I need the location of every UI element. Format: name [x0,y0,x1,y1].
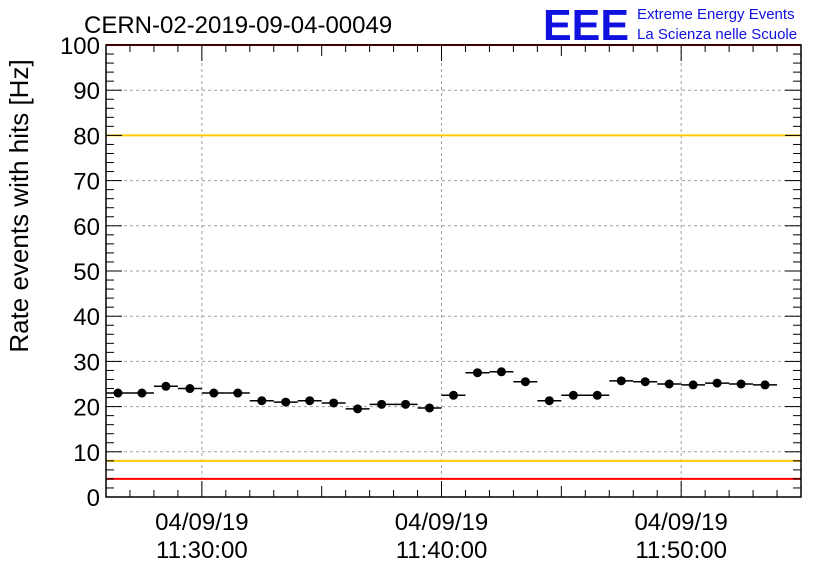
org-line-2: La Scienza nelle Scuole [637,26,797,43]
data-point [161,381,171,391]
org-line-1: Extreme Energy Events [637,6,795,23]
y-tick-label: 60 [73,214,100,241]
label-layer: 010203040506070809010004/09/1911:30:0004… [60,33,728,564]
data-point [377,399,387,409]
data-point [592,390,602,400]
y-tick-label: 10 [73,440,100,467]
data-point [305,396,315,406]
data-point [712,378,722,388]
x-tick-date: 04/09/19 [395,509,488,536]
data-point [257,396,267,406]
data-point [185,384,195,394]
data-layer [106,367,778,414]
data-point [401,399,411,409]
data-point [568,390,578,400]
run-title: CERN-02-2019-09-04-00049 [84,12,392,39]
eee-logo: EEE [543,1,629,50]
x-tick-time: 11:40:00 [396,537,488,564]
axis-layer [105,44,802,498]
data-point [520,377,530,387]
y-tick-label: 70 [73,169,100,196]
data-point [472,368,482,378]
data-point [329,398,339,408]
data-point [449,390,458,400]
y-tick-label: 0 [87,485,100,512]
y-axis-label: Rate events with hits [Hz] [4,59,34,352]
x-tick-date: 04/09/19 [634,509,727,536]
y-tick-label: 80 [73,123,100,150]
y-tick-label: 100 [60,33,100,60]
data-point [425,403,435,413]
y-tick-label: 30 [73,349,100,376]
data-point [664,379,674,389]
data-point [760,380,770,390]
threshold-layer [106,44,801,480]
y-tick-label: 20 [73,395,100,422]
data-point [616,376,626,386]
data-point [640,377,650,387]
y-tick-label: 90 [73,78,100,105]
y-tick-label: 50 [73,259,100,286]
data-point [496,367,506,377]
x-tick-time: 11:30:00 [156,537,248,564]
data-point [736,379,746,389]
data-point [113,388,123,398]
data-point [209,388,219,398]
y-tick-label: 40 [73,304,100,331]
x-tick-date: 04/09/19 [155,509,248,536]
data-point [688,380,698,390]
data-point [233,388,243,398]
x-tick-time: 11:50:00 [635,537,727,564]
grid-layer [106,45,801,497]
data-point [281,397,291,407]
data-point [544,396,554,406]
data-point [137,388,147,398]
data-point [353,404,363,414]
